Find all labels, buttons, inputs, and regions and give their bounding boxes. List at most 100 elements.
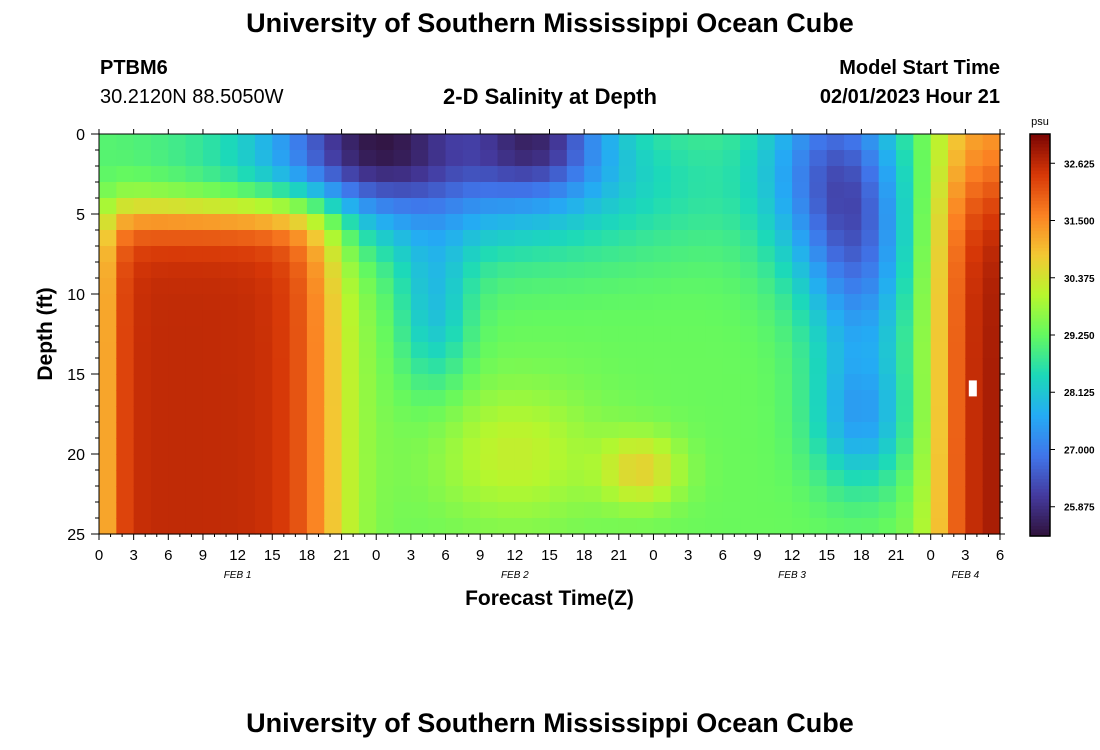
colorbar-swatch (1030, 328, 1050, 333)
heatmap-cell (168, 374, 187, 391)
heatmap-cell (445, 374, 464, 391)
heatmap-cell (185, 294, 204, 311)
heatmap-cell (532, 246, 551, 263)
heatmap-cell (185, 374, 204, 391)
colorbar-swatch (1030, 271, 1050, 276)
heatmap-cell (168, 214, 187, 231)
heatmap-cell (497, 198, 516, 215)
heatmap-cell (549, 454, 568, 471)
heatmap-cell (913, 246, 932, 263)
heatmap-cell (982, 262, 1001, 279)
heatmap-cell (393, 294, 412, 311)
heatmap-cell (549, 230, 568, 247)
heatmap-cell (965, 182, 984, 199)
heatmap-cell (809, 294, 828, 311)
heatmap-cell (514, 182, 533, 199)
heatmap-cell (878, 262, 897, 279)
heatmap-cell (445, 486, 464, 503)
heatmap-cell (826, 422, 845, 439)
heatmap-cell (584, 470, 603, 487)
heatmap-cell (913, 422, 932, 439)
heatmap-cell (514, 294, 533, 311)
heatmap-cell (740, 342, 759, 359)
heatmap-cell (809, 406, 828, 423)
heatmap-cell (324, 454, 343, 471)
heatmap-cell (254, 294, 273, 311)
heatmap-cell (688, 326, 707, 343)
heatmap-cell (826, 262, 845, 279)
heatmap-cell (861, 454, 880, 471)
heatmap-cell (601, 326, 620, 343)
heatmap-cell (428, 438, 447, 455)
heatmap-cell (220, 518, 239, 535)
heatmap-cell (930, 422, 949, 439)
heatmap-cell (497, 470, 516, 487)
heatmap-cell (965, 246, 984, 263)
heatmap-cell (705, 198, 724, 215)
heatmap-cell (532, 326, 551, 343)
heatmap-cell (653, 502, 672, 519)
heatmap-cell (410, 166, 429, 183)
model-start-label: Model Start Time (839, 57, 1000, 79)
heatmap-cell (220, 214, 239, 231)
heatmap-cell (168, 502, 187, 519)
heatmap-cell (220, 294, 239, 311)
footer-title: University of Southern Mississippi Ocean… (246, 708, 854, 738)
heatmap-cell (462, 134, 481, 151)
heatmap-cell (168, 166, 187, 183)
heatmap-cell (410, 134, 429, 151)
heatmap-cell (324, 486, 343, 503)
heatmap-cell (220, 278, 239, 295)
heatmap-cell (930, 214, 949, 231)
y-tick-label: 5 (76, 207, 85, 224)
heatmap-cell (202, 214, 221, 231)
colorbar-swatch (1030, 251, 1050, 256)
heatmap-cell (150, 230, 169, 247)
heatmap-cell (445, 134, 464, 151)
heatmap-cell (445, 246, 464, 263)
heatmap-cell (757, 278, 776, 295)
heatmap-cell (445, 150, 464, 167)
heatmap-cell (618, 358, 637, 375)
heatmap-cell (254, 438, 273, 455)
heatmap-cell (636, 262, 655, 279)
heatmap-cell (601, 406, 620, 423)
heatmap-cell (306, 518, 325, 535)
heatmap-cell (740, 150, 759, 167)
heatmap-cell (99, 166, 117, 183)
heatmap-cell (272, 150, 291, 167)
heatmap-cell (220, 390, 239, 407)
colorbar-swatch (1030, 157, 1050, 162)
colorbar-swatch (1030, 469, 1050, 473)
heatmap-cell (202, 422, 221, 439)
heatmap-cell (705, 454, 724, 471)
heatmap-cell (202, 262, 221, 279)
heatmap-cell (497, 150, 516, 167)
heatmap-cell (809, 374, 828, 391)
heatmap-cell (688, 294, 707, 311)
heatmap-cell (358, 230, 377, 247)
heatmap-cell (289, 438, 308, 455)
heatmap-cell (428, 502, 447, 519)
heatmap-cell (549, 518, 568, 535)
heatmap-cell (705, 230, 724, 247)
heatmap-cell (289, 278, 308, 295)
heatmap-cell (861, 406, 880, 423)
heatmap-cell (324, 326, 343, 343)
heatmap-cell (705, 294, 724, 311)
heatmap-cell (306, 422, 325, 439)
colorbar-swatch (1030, 237, 1050, 242)
heatmap-cell (341, 486, 360, 503)
colorbar-swatch (1030, 378, 1050, 383)
heatmap-cell (185, 246, 204, 263)
heatmap-cell (948, 438, 966, 455)
heatmap-cell (133, 198, 152, 215)
heatmap-cell (844, 278, 862, 295)
heatmap-cell (774, 214, 793, 231)
heatmap-cell (549, 390, 568, 407)
heatmap-cell (237, 374, 256, 391)
x-tick-label: 3 (684, 547, 692, 564)
heatmap-cell (688, 246, 707, 263)
heatmap-cell (341, 230, 360, 247)
heatmap-cell (462, 182, 481, 199)
